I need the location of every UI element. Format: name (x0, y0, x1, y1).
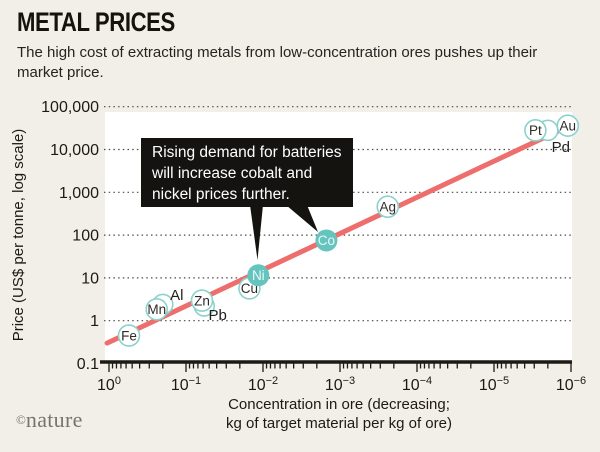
y-tick-label: 1,000 (59, 185, 99, 202)
y-tick-label: 0.1 (77, 356, 99, 373)
x-tick-label: 10−2 (248, 375, 278, 394)
point-label-co: Co (318, 233, 335, 248)
point-marker-au (556, 114, 580, 137)
credit-name: nature (25, 407, 83, 432)
point-marker-ni (247, 264, 270, 287)
x-tick-label: 10−5 (479, 375, 509, 394)
point-mn: Mn (145, 297, 169, 321)
x-tick-label: 10−4 (402, 375, 432, 394)
point-ni: Ni (247, 264, 270, 287)
point-ag: Ag (376, 195, 400, 219)
annotation-line-1: Rising demand for batteries (152, 144, 342, 161)
x-tick-labels: 100 10−1 10−2 10−3 10−4 10−5 10−6 (97, 375, 586, 394)
y-tick-label: 1 (90, 313, 99, 330)
y-tick-label: 100,000 (41, 99, 99, 116)
filled-points: Ni Co (247, 229, 338, 287)
point-label-mn: Mn (147, 302, 166, 317)
nature-credit: ©nature (16, 407, 83, 433)
point-label-zn: Zn (194, 293, 210, 308)
y-tick-label: 10 (81, 270, 99, 287)
point-fe: Fe (117, 324, 141, 347)
point-marker-zn (190, 289, 214, 312)
x-axis-title-line2: kg of target material per kg of ore) (226, 415, 452, 432)
annotation-pointer-nickel (250, 205, 263, 260)
point-label-pt: Pt (529, 123, 542, 138)
annotation-line-2: will increase cobalt and (151, 165, 312, 182)
x-axis-title-line1: Concentration in ore (decreasing; (228, 396, 450, 413)
x-tick-label: 10−1 (171, 375, 201, 394)
annotation-pointer-cobalt (286, 205, 318, 232)
chart-title: METAL PRICES (17, 7, 175, 37)
point-marker-ag (376, 195, 400, 219)
x-ticks (108, 363, 572, 372)
chart-subtitle-line1: The high cost of extracting metals from … (17, 44, 538, 61)
y-axis-title: Price (US$ per tonne, log scale) (10, 129, 27, 342)
point-au: Au (556, 114, 580, 137)
point-marker-pt (524, 119, 547, 142)
point-label-pd: Pd (552, 139, 570, 156)
x-tick-label: 10−3 (325, 375, 355, 394)
point-label-ni: Ni (252, 268, 265, 283)
x-tick-label: 100 (97, 375, 121, 394)
point-label-al: Al (170, 287, 183, 304)
x-tick-label: 10−6 (556, 375, 586, 394)
annotation-callout: Rising demand for batteries will increas… (141, 138, 353, 260)
y-tick-label: 100 (72, 228, 99, 245)
chart-subtitle-line2: market price. (17, 64, 104, 81)
point-marker-co (315, 229, 338, 252)
copyright-symbol: © (16, 412, 26, 427)
point-label-pb: Pb (209, 307, 227, 324)
y-tick-label: 10,000 (50, 142, 99, 159)
point-pt: Pt (524, 119, 547, 142)
point-zn: Zn (190, 289, 214, 312)
point-marker-fe (117, 324, 141, 347)
chart-subtitle: The high cost of extracting metals from … (17, 43, 537, 83)
chart-header: METAL PRICES The high cost of extracting… (17, 7, 537, 83)
annotation-line-3: nickel prices further. (152, 186, 290, 203)
point-marker-mn (145, 297, 169, 321)
point-label-fe: Fe (121, 328, 137, 343)
point-co: Co (315, 229, 338, 252)
point-label-ag: Ag (379, 200, 396, 215)
y-tick-labels: 100,000 10,000 1,000 100 10 1 0.1 (41, 99, 99, 373)
annotation-box (141, 138, 353, 207)
point-label-au: Au (560, 118, 577, 133)
